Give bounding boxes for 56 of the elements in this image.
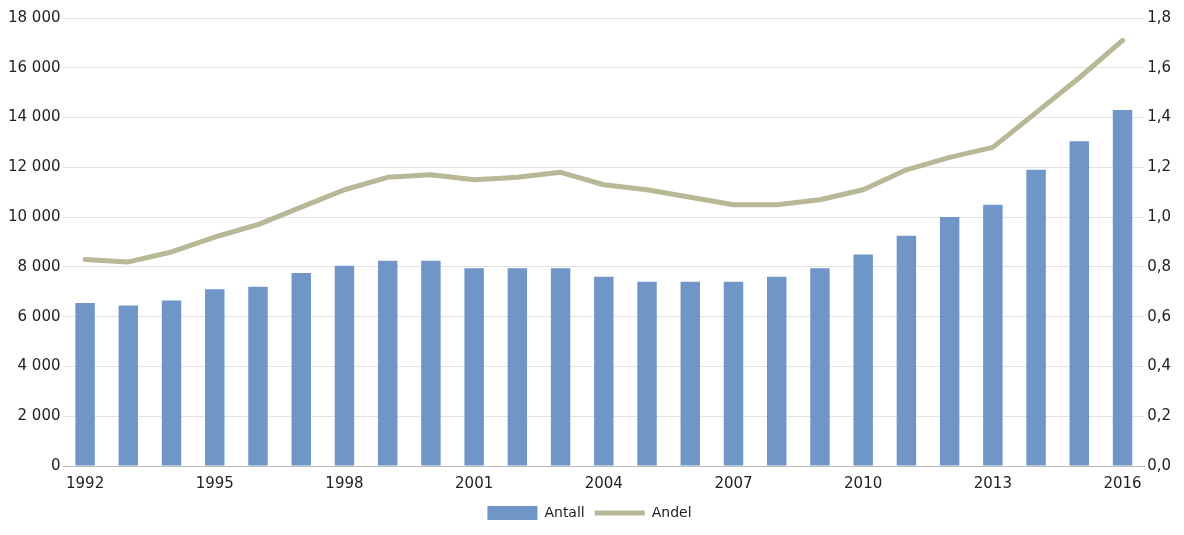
legend-label: Antall xyxy=(544,503,585,520)
x-tick-label: 2010 xyxy=(844,473,883,492)
y-tick-label: 10 000 xyxy=(7,207,61,225)
bar xyxy=(248,286,268,466)
y-tick-label: 12 000 xyxy=(7,157,61,176)
bar xyxy=(637,281,657,466)
bar xyxy=(550,268,571,466)
bar xyxy=(983,204,1003,466)
y2-tick-label: 0,4 xyxy=(1147,356,1171,375)
y2-tick-label: 0,2 xyxy=(1147,406,1171,425)
x-tick-label: 2007 xyxy=(714,473,753,492)
bar xyxy=(853,254,873,466)
bar xyxy=(421,260,441,466)
y2-tick-label: 1,0 xyxy=(1147,207,1171,225)
x-tick-label: 2001 xyxy=(455,473,494,492)
y-tick-label: 4 000 xyxy=(17,356,61,375)
bar xyxy=(205,289,225,466)
y-tick-label: 6 000 xyxy=(17,306,61,325)
y2-tick-label: 1,6 xyxy=(1147,57,1171,76)
bar xyxy=(810,268,830,466)
bar xyxy=(507,268,528,466)
y2-tick-label: 0,8 xyxy=(1147,256,1171,275)
bar xyxy=(896,235,917,466)
y-tick-label: 16 000 xyxy=(7,57,61,76)
bar xyxy=(1112,110,1133,466)
legend-label: Andel xyxy=(651,503,692,520)
bar xyxy=(291,273,311,466)
x-tick-label: 2004 xyxy=(584,473,623,492)
bar xyxy=(161,300,182,466)
bar xyxy=(939,217,960,466)
bar xyxy=(594,276,614,466)
y2-tick-label: 1,2 xyxy=(1147,157,1171,176)
y-tick-label: 18 000 xyxy=(7,7,61,26)
y-tick-label: 14 000 xyxy=(7,107,61,126)
y2-tick-label: 1,8 xyxy=(1147,7,1171,26)
bar xyxy=(767,276,787,466)
bar xyxy=(1069,141,1090,466)
y-tick-label: 2 000 xyxy=(17,406,61,425)
bar xyxy=(118,305,139,466)
x-tick-label: 1995 xyxy=(195,473,234,492)
bar xyxy=(464,268,484,466)
bar xyxy=(75,302,95,466)
y2-tick-label: 0,6 xyxy=(1147,306,1171,325)
bar xyxy=(334,265,355,466)
y2-tick-label: 1,4 xyxy=(1147,107,1171,126)
bar xyxy=(680,281,700,466)
x-tick-label: 2016 xyxy=(1103,473,1142,492)
bar xyxy=(723,281,744,466)
bar xyxy=(1026,169,1046,466)
y2-tick-label: 0,0 xyxy=(1147,455,1171,474)
x-tick-label: 1992 xyxy=(66,473,105,492)
x-tick-label: 1998 xyxy=(325,473,364,492)
y-tick-label: 0 xyxy=(50,455,61,474)
x-tick-label: 2013 xyxy=(973,473,1012,492)
y-tick-label: 8 000 xyxy=(17,256,61,275)
bar xyxy=(377,260,398,466)
